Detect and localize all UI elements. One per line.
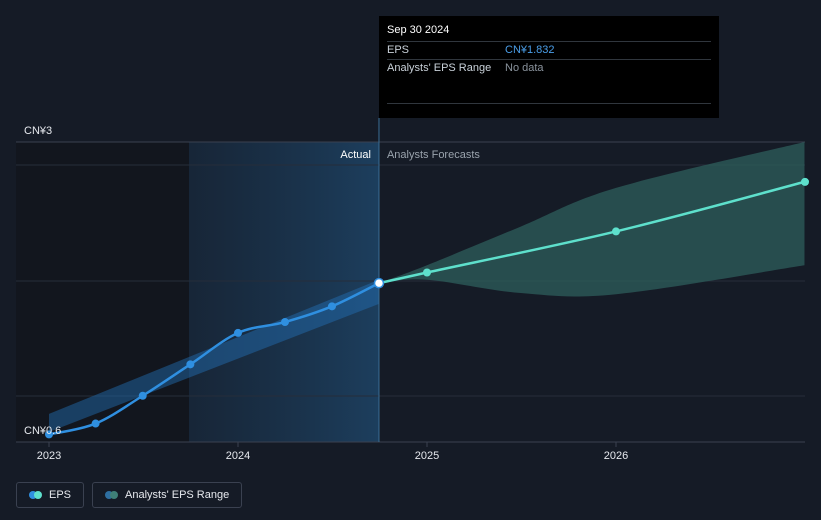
- analysts-eps-range-area: [378, 142, 805, 297]
- tooltip: Sep 30 2024 EPS CN¥1.832 Analysts' EPS R…: [379, 16, 719, 118]
- eps-legend-icon: [29, 491, 42, 499]
- legend-range-label: Analysts' EPS Range: [125, 489, 230, 501]
- eps-point[interactable]: [138, 391, 147, 400]
- eps-point[interactable]: [45, 430, 53, 439]
- tooltip-eps-label: EPS: [387, 44, 410, 56]
- tooltip-eps-value: CN¥1.832: [505, 44, 555, 56]
- highlight-point[interactable]: [373, 277, 385, 289]
- eps-point[interactable]: [280, 318, 289, 327]
- x-axis-ticks: 2023 2024 2025 2026: [37, 442, 628, 462]
- range-legend-icon: [105, 491, 119, 499]
- tooltip-eps-row: EPS CN¥1.832: [387, 41, 711, 59]
- x-tick-label: 2026: [604, 450, 628, 462]
- forecast-label: Analysts Forecasts: [387, 149, 480, 161]
- actual-period-highlight: [189, 142, 379, 442]
- y-axis-top-label: CN¥3: [24, 125, 52, 137]
- x-tick-label: 2024: [226, 450, 250, 462]
- legend-eps-label: EPS: [49, 489, 72, 501]
- legend-analysts-range[interactable]: Analysts' EPS Range: [92, 482, 243, 508]
- forecast-point[interactable]: [612, 227, 620, 236]
- data-points: [45, 177, 809, 439]
- eps-forecast-line: [378, 180, 805, 285]
- legend: EPS Analysts' EPS Range: [16, 482, 243, 508]
- actual-label: Actual: [340, 149, 371, 161]
- eps-point[interactable]: [91, 419, 100, 428]
- eps-point[interactable]: [327, 302, 336, 311]
- tooltip-date: Sep 30 2024: [387, 24, 450, 36]
- x-tick-label: 2025: [415, 450, 439, 462]
- eps-point[interactable]: [234, 328, 242, 337]
- tooltip-divider: [387, 103, 711, 104]
- tooltip-range-value: No data: [505, 62, 544, 74]
- forecast-point[interactable]: [801, 177, 809, 186]
- legend-eps[interactable]: EPS: [16, 482, 85, 508]
- eps-line: [48, 282, 380, 436]
- past-region: [16, 142, 189, 442]
- x-tick-label: 2023: [37, 450, 61, 462]
- tooltip-range-row: Analysts' EPS Range No data: [387, 59, 711, 77]
- eps-point[interactable]: [186, 360, 195, 369]
- tooltip-range-label: Analysts' EPS Range: [387, 62, 492, 74]
- y-axis-bottom-label: CN¥0.6: [24, 425, 61, 437]
- forecast-point[interactable]: [423, 268, 431, 277]
